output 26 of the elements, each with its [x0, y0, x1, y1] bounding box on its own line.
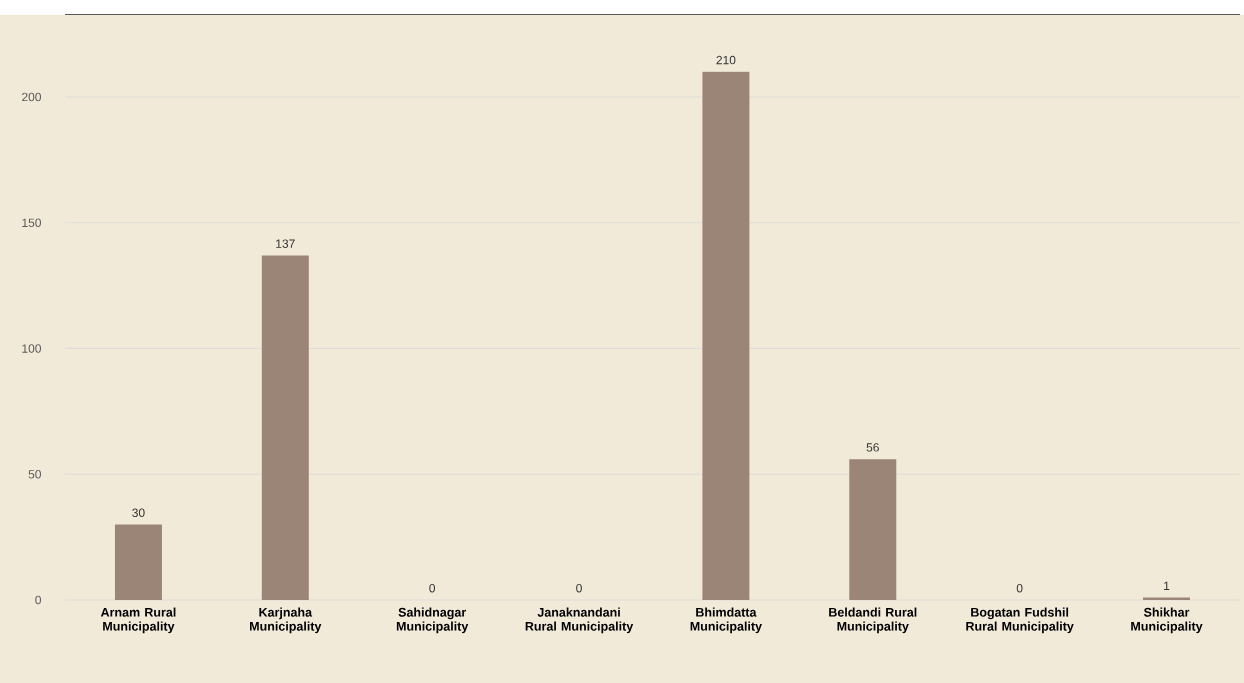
x-tick-label: Janaknandani Rural Municipality [525, 607, 634, 634]
data-label: 0 [576, 583, 582, 593]
data-label: 210 [716, 55, 736, 65]
x-tick-label: Sahidnagar Municipality [396, 607, 469, 634]
data-label: 0 [429, 583, 436, 593]
data-label: 137 [276, 239, 295, 248]
y-tick-label: 0 [35, 595, 42, 605]
data-label: 56 [866, 443, 879, 452]
x-tick-label: Bogatan Fudshil Rural Municipality [966, 607, 1074, 634]
data-label: 30 [132, 508, 145, 518]
x-tick-label: Arnam Rural Municipality [100, 607, 176, 634]
y-tick-label: 200 [22, 92, 41, 102]
bar [849, 459, 897, 600]
data-label: 0 [1016, 583, 1023, 593]
x-tick-label: Shikhar Municipality [1131, 607, 1203, 634]
y-tick-label: 150 [22, 218, 41, 227]
y-tick-label: 50 [28, 470, 41, 479]
x-tick-label: Bhimdatta Municipality [690, 607, 762, 634]
x-tick-label: Beldandi Rural Municipality [829, 607, 917, 634]
bar [114, 524, 162, 600]
data-label: 1 [1164, 581, 1170, 590]
y-tick-label: 100 [22, 344, 41, 353]
bar [261, 255, 309, 600]
x-tick-label: Karjnaha Municipality [250, 607, 322, 634]
bar [1143, 597, 1191, 600]
bar [702, 71, 750, 600]
